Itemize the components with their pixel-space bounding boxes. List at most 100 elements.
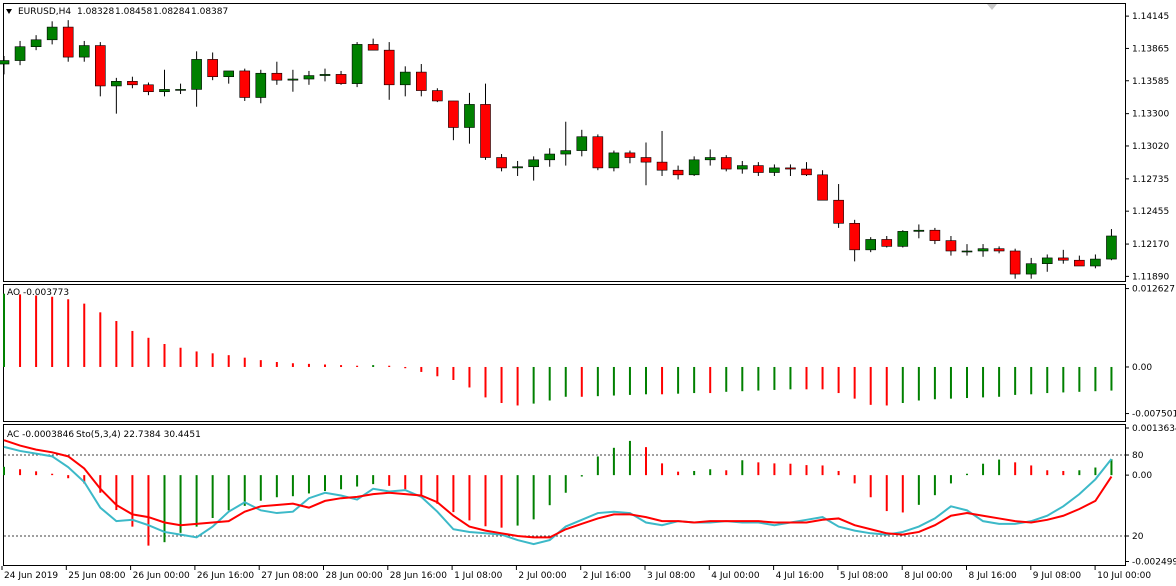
candle-body bbox=[432, 90, 443, 102]
candle-body bbox=[801, 168, 812, 176]
price-tick-label: 1.12735 bbox=[1132, 175, 1169, 185]
stochastic-levels bbox=[4, 454, 1125, 537]
candle bbox=[945, 235, 957, 256]
price-chart-panel[interactable]: 1.14145 1.13865 1.13585 1.13300 1.13020 1.127… bbox=[0, 3, 1169, 283]
candle bbox=[592, 134, 604, 171]
time-tick-label: 8 Jul 00:00 bbox=[904, 571, 953, 581]
candle bbox=[319, 68, 331, 82]
candle-body bbox=[1090, 258, 1101, 267]
time-tick-label: 3 Jul 08:00 bbox=[647, 571, 696, 581]
candle bbox=[95, 42, 106, 97]
ac-bars bbox=[3, 440, 1113, 546]
candle bbox=[367, 38, 379, 51]
price-tick-label: 1.13585 bbox=[1132, 77, 1169, 87]
time-tick-label: 5 Jul 08:00 bbox=[840, 571, 889, 581]
candle bbox=[528, 156, 539, 181]
candle-body bbox=[753, 165, 764, 173]
ohlc-open: 1.08328 bbox=[77, 7, 114, 17]
price-tick-label: 1.13865 bbox=[1132, 44, 1169, 54]
candle bbox=[769, 164, 780, 176]
candle bbox=[223, 70, 234, 84]
candle-body bbox=[30, 39, 42, 48]
price-tick-label: 1.12455 bbox=[1132, 207, 1169, 217]
chart-shift-marker-icon[interactable] bbox=[987, 4, 997, 10]
candle-body bbox=[592, 136, 604, 169]
ao-panel[interactable]: 0.012627 0.00 -0.007501 AO -0.003773 bbox=[3, 284, 1176, 422]
candle bbox=[30, 35, 42, 51]
time-tick-label: 4 Jul 16:00 bbox=[776, 571, 825, 581]
candle-body bbox=[175, 89, 186, 91]
candle-body bbox=[624, 152, 636, 158]
time-tick-label: 24 Jun 2019 bbox=[4, 571, 58, 581]
ohlc-low: 1.08284 bbox=[153, 7, 190, 17]
ohlc-high: 1.08458 bbox=[115, 7, 152, 17]
candle-body bbox=[415, 71, 427, 91]
candle bbox=[111, 77, 122, 114]
candle bbox=[608, 150, 620, 172]
time-tick-label: 2 Jul 00:00 bbox=[518, 571, 567, 581]
candle-body bbox=[207, 59, 218, 78]
time-tick-label: 10 Jul 00:00 bbox=[1097, 571, 1151, 581]
candle bbox=[78, 40, 90, 62]
candle-body bbox=[929, 229, 941, 241]
ac-panel[interactable]: 0.0013634 80 0.00 20 -0.002499 AC -0.0003846… bbox=[3, 424, 1176, 568]
candle-body bbox=[14, 46, 26, 61]
candle bbox=[753, 162, 764, 176]
candle bbox=[415, 64, 427, 97]
time-tick-label: 9 Jul 08:00 bbox=[1033, 571, 1082, 581]
candle-body bbox=[335, 74, 347, 84]
candle bbox=[961, 244, 973, 256]
candle-body bbox=[736, 165, 748, 170]
candle-body bbox=[159, 89, 170, 93]
candle bbox=[191, 51, 202, 107]
candle-body bbox=[881, 239, 893, 247]
candle bbox=[335, 70, 347, 85]
sto-label: Sto(5,3,4) 22.7384 30.4451 bbox=[76, 430, 201, 440]
candle-body bbox=[399, 71, 411, 86]
candle-body bbox=[897, 231, 909, 247]
candle-body bbox=[560, 150, 572, 155]
candle bbox=[399, 66, 411, 97]
ac-label: AC -0.0003846 bbox=[7, 430, 74, 440]
candle-body bbox=[672, 169, 684, 176]
candle bbox=[736, 160, 748, 174]
candle bbox=[14, 40, 26, 66]
candle bbox=[801, 162, 812, 176]
candle-body bbox=[785, 167, 796, 170]
price-tick-label: 1.13020 bbox=[1132, 142, 1169, 152]
price-tick-label: 1.13300 bbox=[1132, 110, 1169, 120]
candle-body bbox=[544, 153, 556, 161]
ao-tick-label: 0.012627 bbox=[1132, 285, 1175, 295]
candle-body bbox=[704, 157, 716, 161]
candle bbox=[897, 230, 909, 248]
collapse-arrow-icon[interactable] bbox=[6, 9, 12, 14]
time-tick-label: 25 Jun 08:00 bbox=[68, 571, 125, 581]
candle bbox=[1090, 254, 1101, 269]
candle-body bbox=[865, 239, 877, 251]
candle bbox=[448, 100, 459, 141]
candle bbox=[1106, 229, 1117, 261]
candle-body bbox=[720, 157, 732, 170]
candle-body bbox=[769, 167, 780, 173]
sto-signal-line bbox=[3, 439, 1113, 539]
candle bbox=[512, 160, 523, 176]
candle bbox=[785, 164, 796, 176]
candle bbox=[159, 69, 170, 97]
candle bbox=[929, 227, 941, 245]
candle bbox=[704, 149, 716, 166]
candle-body bbox=[1009, 250, 1021, 275]
candle-body bbox=[78, 45, 90, 58]
candle bbox=[993, 246, 1005, 254]
ao-tick-label: -0.007501 bbox=[1132, 410, 1176, 420]
candle bbox=[383, 42, 395, 100]
candle bbox=[62, 20, 74, 62]
time-tick-label: 28 Jun 16:00 bbox=[390, 571, 447, 581]
candle-body bbox=[1058, 257, 1069, 261]
candle-body bbox=[656, 161, 668, 171]
ac-tick-label: 0.00 bbox=[1132, 471, 1152, 481]
candle bbox=[977, 244, 989, 257]
time-tick-label: 26 Jun 00:00 bbox=[133, 571, 190, 581]
candle bbox=[127, 76, 138, 89]
candle-body bbox=[849, 222, 860, 251]
candle-body bbox=[191, 59, 202, 90]
